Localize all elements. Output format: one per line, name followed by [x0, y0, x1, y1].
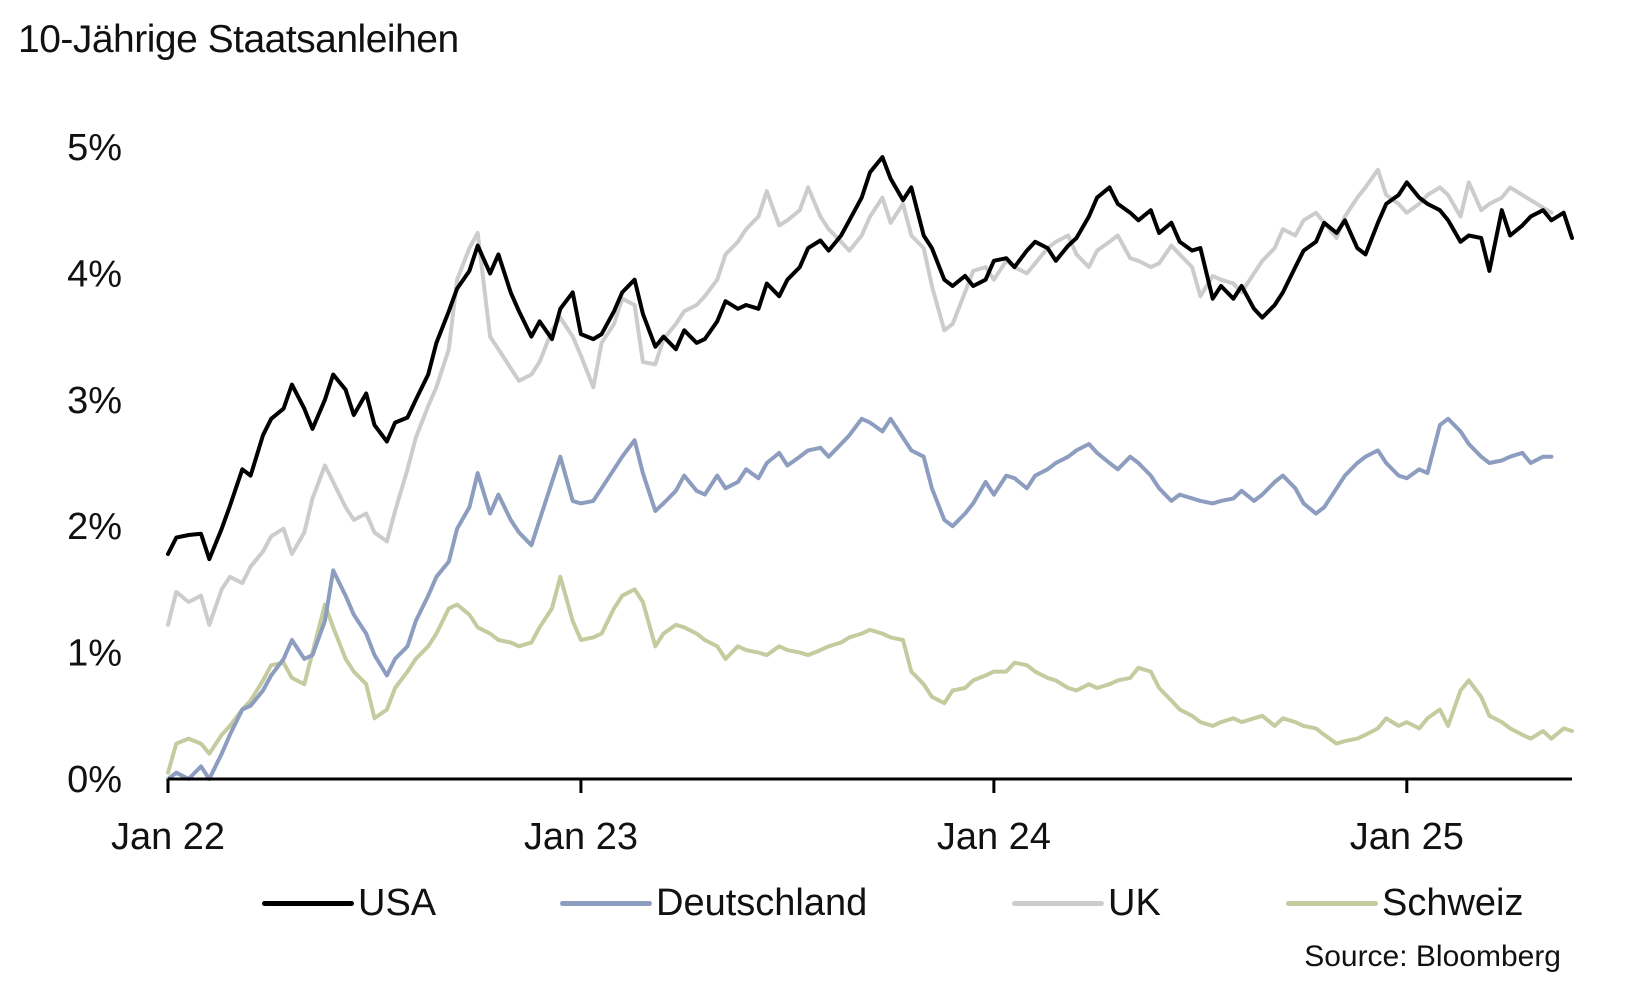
legend: USA Deutschland UK Schweiz [0, 878, 1651, 928]
legend-label: Deutschland [656, 881, 868, 924]
legend-swatch [1012, 900, 1104, 906]
y-tick-label: 0% [67, 759, 122, 801]
series-line-deutschland [166, 416, 1554, 781]
series-line-usa [166, 155, 1574, 562]
series-line-schweiz [166, 574, 1574, 775]
y-tick-label: 2% [67, 506, 122, 548]
series-layer [166, 155, 1574, 781]
source-note: Source: Bloomberg [1304, 940, 1561, 973]
x-tick-label: Jan 24 [937, 816, 1051, 858]
legend-swatch [560, 900, 652, 906]
legend-item-schweiz: Schweiz [1286, 878, 1524, 928]
legend-item-deutschland: Deutschland [560, 878, 867, 928]
legend-swatch [1286, 900, 1378, 906]
x-tick-label: Jan 22 [111, 816, 225, 858]
legend-swatch [262, 900, 354, 906]
legend-item-usa: USA [262, 878, 436, 928]
y-tick-label: 5% [67, 127, 122, 169]
x-tick-label: Jan 25 [1350, 816, 1464, 858]
legend-item-uk: UK [1012, 878, 1161, 928]
y-axis-ticks: 0% 1% 2% 3% 4% 5% [67, 127, 122, 801]
x-axis: Jan 22 Jan 23 Jan 24 Jan 25 [111, 777, 1572, 858]
series-line-uk [166, 167, 1554, 627]
y-tick-label: 4% [67, 253, 122, 295]
x-tick-label: Jan 23 [524, 816, 638, 858]
y-tick-label: 3% [67, 380, 122, 422]
line-chart: 0% 1% 2% 3% 4% 5% Jan 22 Jan 23 Jan 24 Jan 25 [67, 127, 1574, 858]
legend-label: USA [358, 881, 437, 924]
legend-label: Schweiz [1382, 881, 1524, 924]
y-tick-label: 1% [67, 633, 122, 675]
chart-title: 10-Jährige Staatsanleihen [18, 18, 459, 61]
legend-label: UK [1108, 881, 1161, 924]
